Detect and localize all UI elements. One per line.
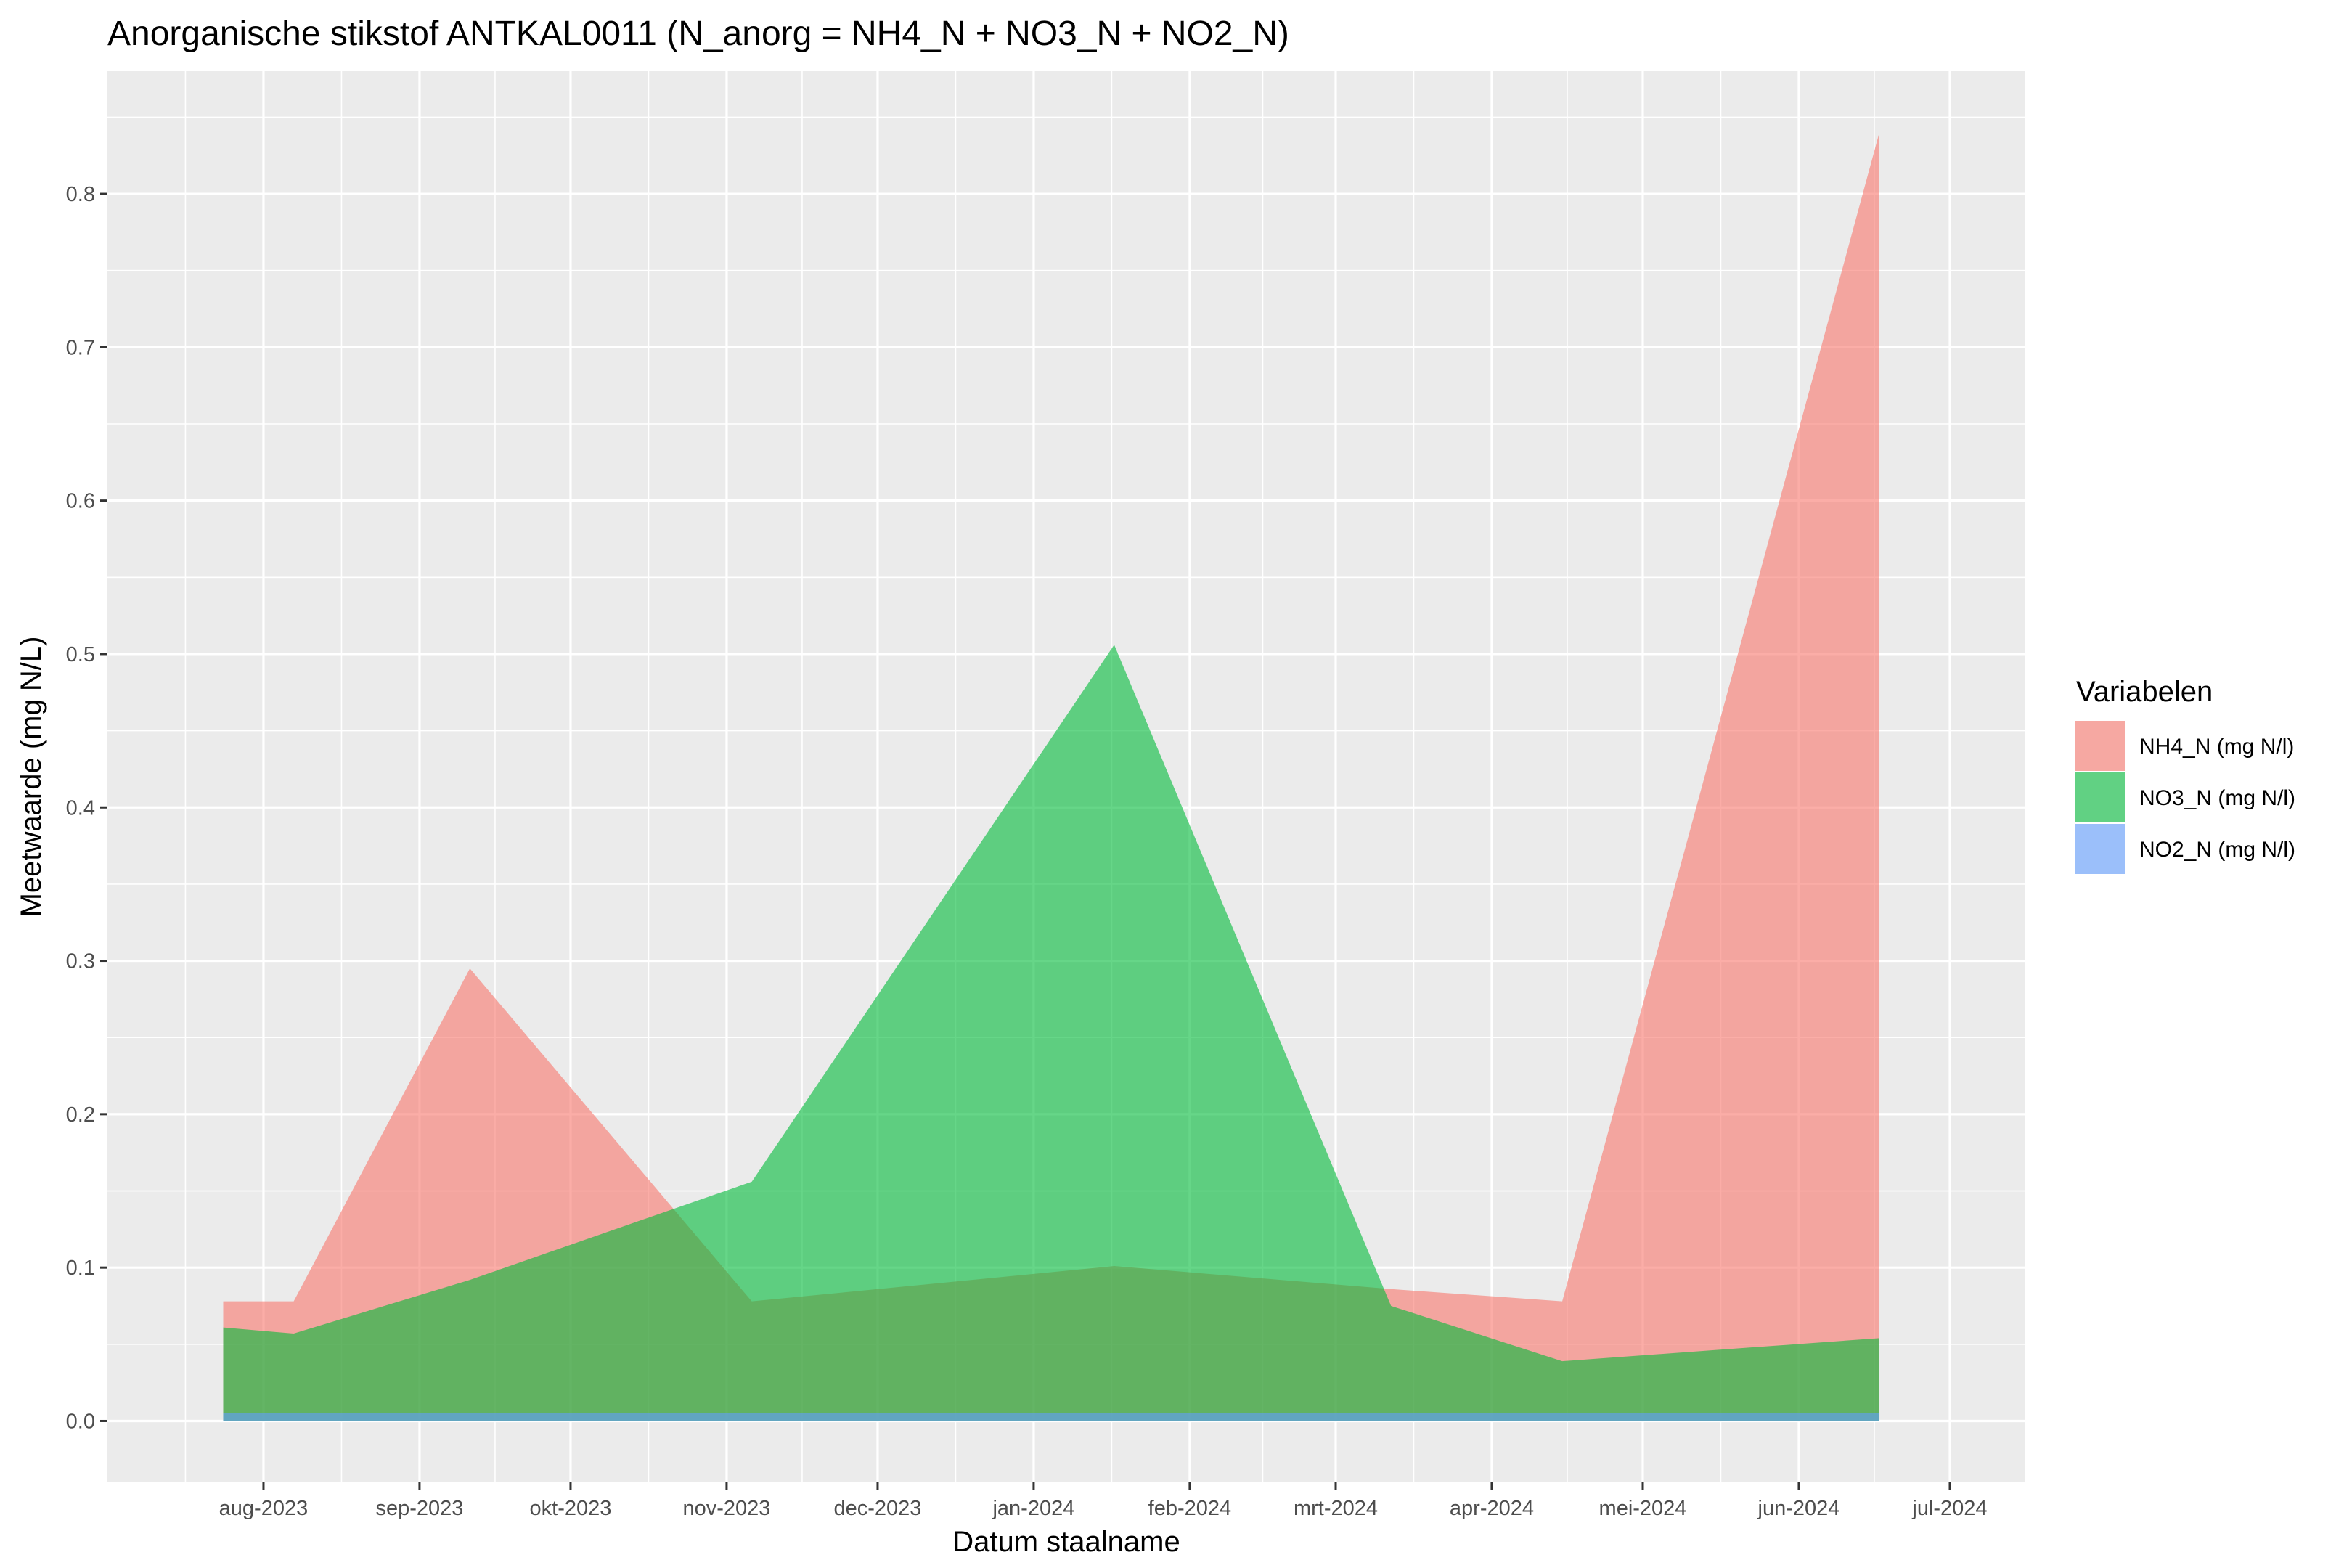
x-tick-label: dec-2023 [833,1497,921,1520]
legend-label: NO2_N (mg N/l) [2139,838,2295,862]
legend-items: NH4_N (mg N/l) NO3_N (mg N/l) NO2_N (mg N/… [2075,721,2295,874]
area-series-2 [223,1413,1879,1421]
y-axis-title: Meetwaarde (mg N/L) [15,637,47,918]
y-tick-label: 0.3 [66,950,95,973]
x-tick-label: feb-2024 [1148,1497,1232,1520]
legend-key-swatch [2075,824,2125,874]
y-tick-label: 0.0 [66,1410,95,1433]
legend: Variabelen NH4_N (mg N/l)NO3_N (mg N/l)N… [2075,676,2295,874]
y-tick-label: 0.6 [66,490,95,513]
legend-title: Variabelen [2076,676,2213,708]
legend-label: NH4_N (mg N/l) [2139,735,2294,759]
y-tick-label: 0.2 [66,1103,95,1127]
legend-key-swatch [2075,772,2125,822]
x-tick-label: jan-2024 [992,1497,1074,1520]
x-tick-label: okt-2023 [530,1497,612,1520]
legend-key-swatch [2075,721,2125,771]
legend-label: NO3_N (mg N/l) [2139,786,2295,810]
x-axis: aug-2023 sep-2023 okt-2023 nov-2023 dec-2023… [219,1482,1988,1520]
series-areas [223,132,1879,1421]
area-series-0 [223,132,1879,1421]
x-tick-label: jul-2024 [1911,1497,1987,1520]
x-axis-title: Datum staalname [952,1526,1180,1558]
y-tick-label: 0.4 [66,796,95,820]
chart-title: Anorganische stikstof ANTKAL0011 (N_anor… [107,15,1289,53]
x-tick-label: mrt-2024 [1294,1497,1378,1520]
x-tick-label: aug-2023 [219,1497,309,1520]
x-tick-label: apr-2024 [1450,1497,1534,1520]
y-tick-label: 0.8 [66,183,95,206]
y-tick-label: 0.5 [66,643,95,666]
x-tick-label: sep-2023 [375,1497,463,1520]
area-series-1 [223,645,1879,1421]
y-axis: 0.0 0.1 0.2 0.3 0.4 0.5 0.6 0.7 0.8 [66,183,107,1433]
y-tick-label: 0.1 [66,1257,95,1280]
x-tick-label: mei-2024 [1599,1497,1687,1520]
x-tick-label: nov-2023 [682,1497,770,1520]
x-tick-label: jun-2024 [1757,1497,1840,1520]
y-tick-label: 0.7 [66,336,95,359]
